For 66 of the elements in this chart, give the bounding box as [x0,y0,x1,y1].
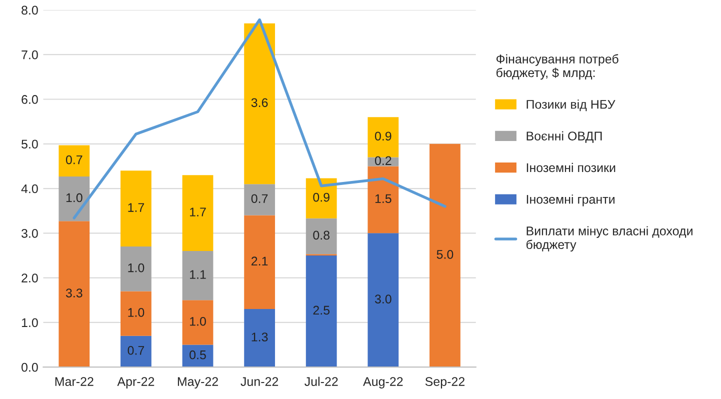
bar [306,178,337,218]
legend-label: Воєнні ОВДП [526,131,602,143]
bar [182,300,214,345]
bar [244,23,276,184]
data-label: 5.0 [436,250,454,259]
legend-label: Іноземні позики [526,162,616,172]
data-label: 1.0 [128,308,144,317]
bar [120,170,152,247]
bar [368,233,399,368]
bar [58,145,90,176]
data-label: 0.5 [190,350,206,360]
x-tick-label: May-22 [178,377,218,388]
data-label: 1.5 [375,194,392,204]
data-label: 0.2 [374,156,392,166]
data-label: 3.0 [374,294,392,304]
bar [244,184,276,216]
y-tick-label: 0.0 [22,362,38,372]
legend-label: Виплати мінус власні доходи бюджету [526,226,692,252]
data-label: 1.1 [190,270,206,279]
data-label: 2.5 [313,306,330,315]
x-tick-label: Apr-22 [117,377,154,388]
data-label: 1.0 [128,263,144,272]
y-tick-label: 2.0 [22,274,38,282]
data-label: 3.6 [251,98,268,108]
y-tick-label: 4.0 [21,184,38,194]
bar [120,246,152,292]
y-tick-label: 8.0 [22,6,38,15]
bar [306,255,337,368]
x-tick-label: Jul-22 [304,376,338,386]
data-label: 0.9 [313,192,330,202]
y-tick-label: 3.0 [22,228,38,238]
data-label: 1.7 [190,208,206,216]
bar [58,176,90,222]
data-label: 1.3 [252,332,268,342]
x-tick-label: Mar-22 [55,377,94,386]
x-tick-label: Jun-22 [240,377,278,386]
y-tick-label: 5.0 [22,140,38,149]
bar [182,251,214,300]
data-label: 3.3 [66,288,82,298]
data-label: 1.0 [190,316,206,326]
bar [244,309,276,368]
y-tick-label: 7.0 [22,50,38,60]
data-label: 1.0 [66,193,82,202]
data-label: 0.7 [66,155,82,164]
bar [430,144,460,368]
bar [244,215,276,310]
bar [368,117,399,158]
data-label: 0.9 [374,132,392,141]
legend-label: Позики від НБУ [526,100,616,112]
data-label: 2.1 [252,256,268,266]
bar [306,218,337,254]
legend-title: Фінансування потреб бюджету, $ млрд: [496,54,618,80]
bar [368,166,399,234]
x-tick-label: Sep-22 [425,377,464,388]
data-label: 0.7 [251,194,268,204]
bar [120,336,152,368]
x-tick-label: Aug-22 [363,377,403,388]
bar [120,291,152,336]
legend-label: Іноземні гранти [526,194,614,206]
data-label: 1.7 [128,203,144,212]
bar [58,221,90,368]
y-tick-label: 6.0 [22,95,38,104]
data-label: 0.8 [313,230,330,240]
y-tick-label: 1.0 [22,318,38,328]
data-label: 0.7 [128,346,144,355]
bar [182,175,214,252]
